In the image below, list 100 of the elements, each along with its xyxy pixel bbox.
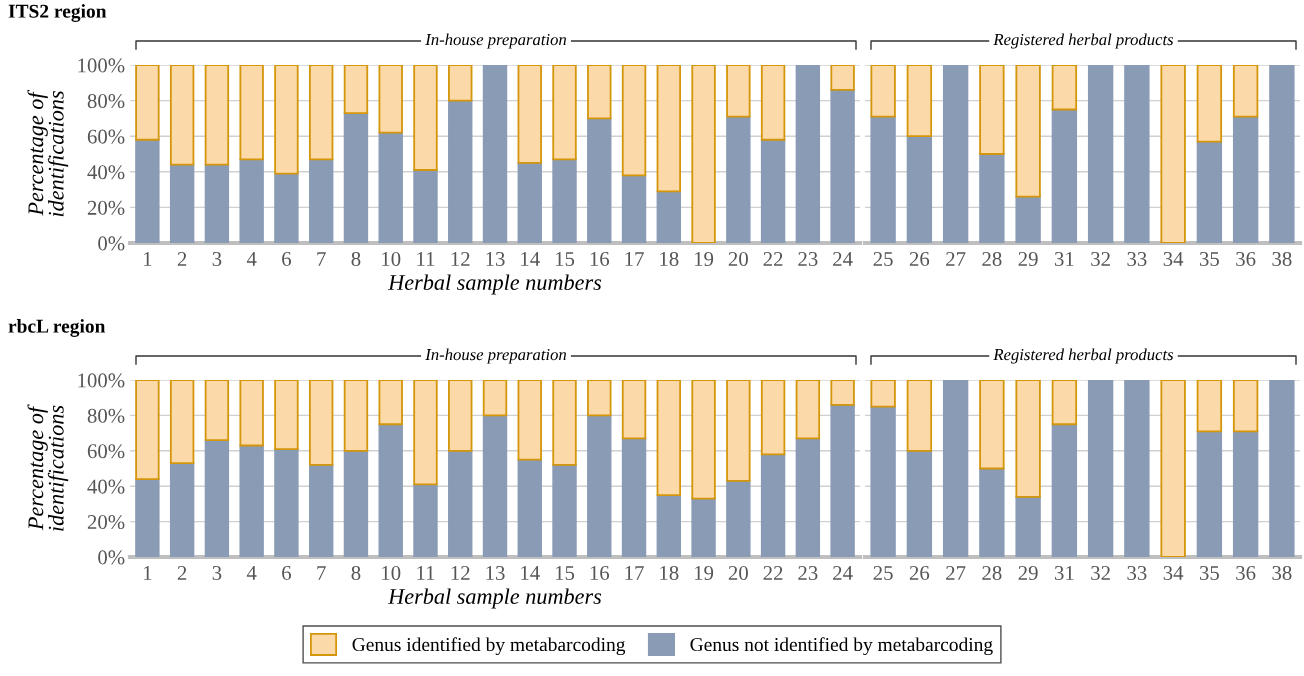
bar xyxy=(482,380,508,417)
bar xyxy=(135,478,160,557)
bar xyxy=(482,65,508,243)
bar xyxy=(239,380,264,447)
x-tick-label: 20 xyxy=(728,251,748,266)
bar xyxy=(274,380,299,450)
bar xyxy=(1232,115,1259,243)
bar xyxy=(870,380,896,408)
x-tick-label: 36 xyxy=(1236,251,1256,266)
bar xyxy=(691,497,716,557)
bar xyxy=(1051,65,1078,111)
y-axis-title: Percentage of identifications xyxy=(27,404,69,531)
x-tick-label: 4 xyxy=(246,566,257,580)
bar xyxy=(204,380,230,442)
bar xyxy=(906,135,933,243)
bar xyxy=(726,65,751,118)
chart-title: rbcL region xyxy=(8,319,106,337)
bar xyxy=(621,380,647,440)
bar xyxy=(552,464,577,557)
bar xyxy=(274,172,299,243)
chart-subtitle: In-house preparation xyxy=(425,348,567,364)
x-tick-label: 14 xyxy=(521,252,540,266)
bar xyxy=(552,158,577,243)
bar xyxy=(413,483,438,557)
bar xyxy=(587,414,612,557)
bar xyxy=(656,190,682,243)
x-axis-title: Herbal sample numbers xyxy=(387,274,602,295)
x-tick-label: 32 xyxy=(1091,565,1110,580)
bar xyxy=(942,380,969,557)
y-tick-label: 40% xyxy=(87,479,125,494)
chart-subtitle: Registered herbal products xyxy=(993,348,1174,364)
x-tick-label: 13 xyxy=(486,251,505,266)
bar xyxy=(552,380,577,466)
bar xyxy=(795,437,821,557)
bar xyxy=(482,414,508,557)
bar xyxy=(1232,65,1259,118)
bar xyxy=(1051,423,1078,557)
x-tick-label: 18 xyxy=(660,251,679,266)
bar xyxy=(343,449,369,557)
y-tick-label: 80% xyxy=(87,93,125,109)
bar xyxy=(169,462,195,557)
y-tick-label: 0% xyxy=(98,550,125,565)
bar xyxy=(760,138,786,243)
x-tick-label: 31 xyxy=(1054,565,1074,580)
bar xyxy=(1051,380,1078,426)
bar xyxy=(795,65,821,243)
x-axis-title: Herbal sample numbers xyxy=(387,588,602,609)
bar xyxy=(448,380,473,452)
bar xyxy=(621,437,647,557)
x-tick-label: 12 xyxy=(451,251,470,266)
bar xyxy=(378,423,403,557)
bar xyxy=(169,380,195,465)
bar xyxy=(1015,380,1041,498)
bar xyxy=(204,163,230,243)
x-tick-label: 29 xyxy=(1018,565,1038,580)
chart-subtitle: Registered herbal products xyxy=(993,33,1174,49)
x-tick-label: 8 xyxy=(351,565,361,580)
bar xyxy=(691,380,716,500)
x-tick-label: 33 xyxy=(1127,565,1147,580)
y-axis-title: Percentage of identifications xyxy=(27,89,69,217)
bar xyxy=(1196,430,1223,557)
x-tick-label: 31 xyxy=(1054,251,1074,266)
x-tick-label: 29 xyxy=(1018,251,1038,266)
x-tick-label: 32 xyxy=(1091,251,1110,266)
x-tick-label: 6 xyxy=(282,565,292,580)
x-tick-label: 8 xyxy=(351,251,361,266)
bar xyxy=(169,163,195,243)
x-tick-label: 26 xyxy=(909,251,930,266)
bar xyxy=(726,380,751,482)
bar xyxy=(830,89,855,243)
bar xyxy=(1015,65,1041,198)
bar xyxy=(1269,65,1295,243)
x-tick-label: 25 xyxy=(873,251,893,266)
chart-subtitle: In-house preparation xyxy=(425,33,567,49)
bar xyxy=(413,380,438,486)
bar xyxy=(308,380,334,466)
x-tick-label: 34 xyxy=(1163,251,1184,266)
bar xyxy=(135,138,160,243)
x-tick-label: 27 xyxy=(946,565,966,580)
bar xyxy=(1015,495,1041,557)
bar xyxy=(1196,65,1223,143)
x-tick-label: 16 xyxy=(590,251,610,266)
x-tick-label: 12 xyxy=(451,565,470,580)
bar xyxy=(760,453,786,557)
x-tick-label: 24 xyxy=(833,251,853,266)
x-tick-label: 2 xyxy=(177,565,187,580)
bar xyxy=(656,65,682,193)
y-tick-label: 20% xyxy=(87,514,125,530)
x-tick-label: 25 xyxy=(873,565,893,580)
x-tick-label: 20 xyxy=(728,565,748,580)
x-tick-label: 7 xyxy=(317,252,326,266)
bar xyxy=(1232,380,1259,433)
bar xyxy=(239,444,264,557)
bar xyxy=(795,380,821,440)
x-tick-label: 3 xyxy=(212,565,222,580)
x-tick-label: 35 xyxy=(1199,565,1219,580)
y-tick-label: 100% xyxy=(78,58,125,73)
x-tick-label: 17 xyxy=(625,566,644,580)
x-tick-label: 10 xyxy=(382,251,401,266)
chart-title: ITS2 region xyxy=(8,4,107,22)
